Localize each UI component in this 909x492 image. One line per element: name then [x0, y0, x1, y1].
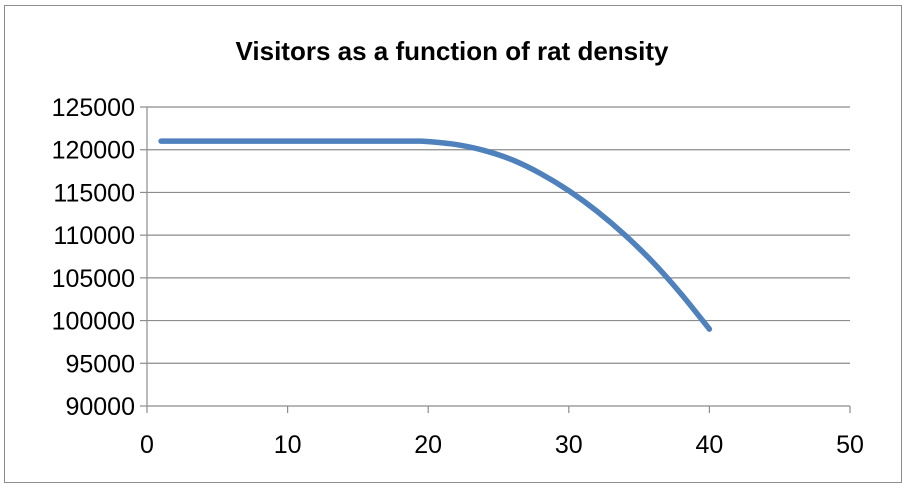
series-group — [158, 138, 713, 332]
x-tick-label: 0 — [140, 431, 154, 459]
y-tick-label: 95000 — [65, 350, 135, 378]
y-tick-label: 90000 — [65, 393, 135, 421]
grid-lines — [147, 106, 850, 364]
y-tick-labels: 125000 120000 115000 110000 105000 100000 9500… — [52, 94, 135, 421]
x-tick-labels: 0 10 20 30 40 50 — [140, 431, 864, 459]
x-tick-label: 10 — [274, 431, 302, 459]
y-tick-label: 110000 — [53, 222, 135, 250]
y-tick-label: 105000 — [52, 265, 135, 293]
x-tick-label: 50 — [836, 431, 864, 459]
y-tick-label: 115000 — [53, 179, 135, 207]
axes — [140, 106, 851, 413]
x-tick-label: 20 — [414, 431, 442, 459]
chart-title: Visitors as a function of rat density — [236, 36, 669, 66]
chart-frame — [4, 5, 902, 483]
y-tick-label: 125000 — [52, 94, 135, 122]
x-tick-label: 40 — [695, 431, 723, 459]
y-tick-label: 100000 — [52, 308, 135, 336]
x-tick-label: 30 — [555, 431, 583, 459]
y-tick-label: 120000 — [52, 137, 135, 165]
series-line — [158, 138, 713, 332]
